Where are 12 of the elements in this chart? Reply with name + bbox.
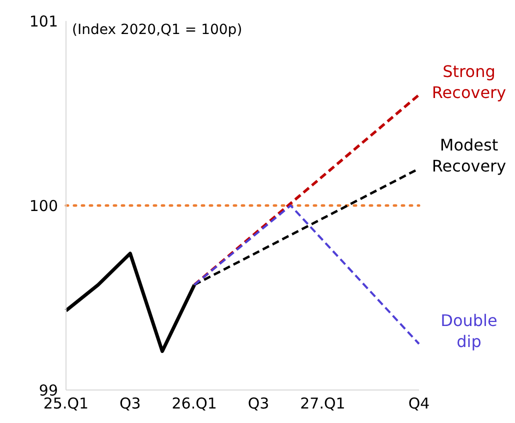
- series-label: Double dip: [440, 310, 498, 351]
- x-tick-label: 27.Q1: [300, 394, 346, 413]
- x-tick-label: Q3: [120, 394, 141, 413]
- x-tick-label: 26.Q1: [172, 394, 217, 413]
- x-tick-label: Q3: [248, 394, 270, 413]
- annotation: (Index 2020,Q1 = 100p): [72, 22, 242, 38]
- x-tick-label: 25.Q1: [43, 394, 89, 413]
- y-tick-label: 100: [29, 196, 58, 215]
- series-label: Strong Recovery: [432, 62, 506, 102]
- x-tick-label: Q4: [408, 394, 430, 413]
- y-tick-label: 101: [29, 12, 58, 30]
- series-label: Modest Recovery: [432, 136, 506, 176]
